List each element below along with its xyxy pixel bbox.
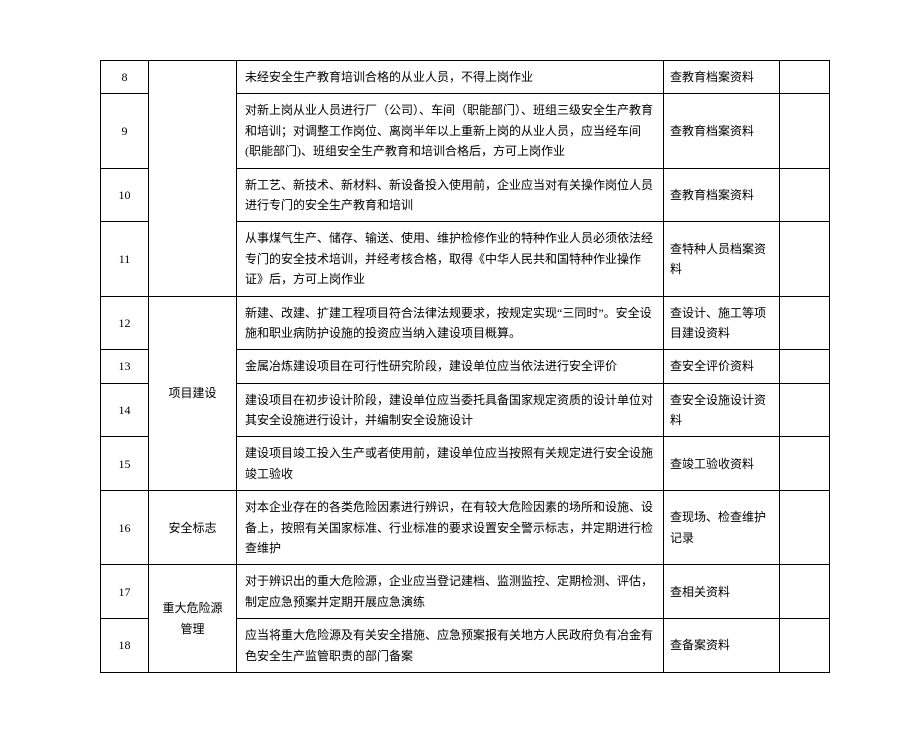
row-check: 查教育档案资料 [664, 61, 780, 94]
table-row: 17 重大危险源管理 对于辨识出的重大危险源，企业应当登记建档、监测监控、定期检… [101, 565, 830, 619]
table-row: 12 项目建设 新建、改建、扩建工程项目符合法律法规要求，按规定实现“三同时”。… [101, 296, 830, 350]
row-number: 14 [101, 383, 149, 437]
row-description: 建设项目在初步设计阶段，建设单位应当委托具备国家规定资质的设计单位对其安全设施进… [237, 383, 664, 437]
row-check: 查设计、施工等项目建设资料 [664, 296, 780, 350]
category-cell-blank [149, 61, 237, 297]
row-number: 9 [101, 94, 149, 168]
row-blank [780, 61, 830, 94]
row-check: 查相关资料 [664, 565, 780, 619]
row-number: 10 [101, 168, 149, 222]
table-row: 8 未经安全生产教育培训合格的从业人员，不得上岗作业 查教育档案资料 [101, 61, 830, 94]
category-cell-project: 项目建设 [149, 296, 237, 491]
row-check: 查现场、检查维护记录 [664, 491, 780, 565]
row-check: 查教育档案资料 [664, 168, 780, 222]
row-number: 18 [101, 619, 149, 673]
row-blank [780, 94, 830, 168]
row-check: 查安全评价资料 [664, 350, 780, 383]
row-number: 11 [101, 222, 149, 296]
row-blank [780, 437, 830, 491]
table-row: 16 安全标志 对本企业存在的各类危险因素进行辨识，在有较大危险因素的场所和设施… [101, 491, 830, 565]
row-check: 查特种人员档案资料 [664, 222, 780, 296]
row-description: 建设项目竣工投入生产或者使用前，建设单位应当按照有关规定进行安全设施竣工验收 [237, 437, 664, 491]
row-description: 对新上岗从业人员进行厂（公司）、车间（职能部门）、班组三级安全生产教育和培训；对… [237, 94, 664, 168]
row-description: 未经安全生产教育培训合格的从业人员，不得上岗作业 [237, 61, 664, 94]
row-description: 对本企业存在的各类危险因素进行辨识，在有较大危险因素的场所和设施、设备上，按照有… [237, 491, 664, 565]
row-blank [780, 565, 830, 619]
row-check: 查竣工验收资料 [664, 437, 780, 491]
row-number: 13 [101, 350, 149, 383]
row-number: 17 [101, 565, 149, 619]
row-number: 12 [101, 296, 149, 350]
row-check: 查安全设施设计资料 [664, 383, 780, 437]
inspection-table: 8 未经安全生产教育培训合格的从业人员，不得上岗作业 查教育档案资料 9 对新上… [100, 60, 830, 673]
row-blank [780, 383, 830, 437]
row-check: 查教育档案资料 [664, 94, 780, 168]
row-number: 15 [101, 437, 149, 491]
row-blank [780, 168, 830, 222]
row-description: 从事煤气生产、储存、输送、使用、维护检修作业的特种作业人员必须依法经专门的安全技… [237, 222, 664, 296]
row-blank [780, 296, 830, 350]
row-blank [780, 491, 830, 565]
category-cell-major-hazard: 重大危险源管理 [149, 565, 237, 673]
category-cell-safety-sign: 安全标志 [149, 491, 237, 565]
row-check: 查备案资料 [664, 619, 780, 673]
row-blank [780, 350, 830, 383]
row-description: 对于辨识出的重大危险源，企业应当登记建档、监测监控、定期检测、评估，制定应急预案… [237, 565, 664, 619]
row-description: 新工艺、新技术、新材料、新设备投入使用前，企业应当对有关操作岗位人员进行专门的安… [237, 168, 664, 222]
row-number: 16 [101, 491, 149, 565]
row-description: 应当将重大危险源及有关安全措施、应急预案报有关地方人民政府负有冶金有色安全生产监… [237, 619, 664, 673]
row-description: 新建、改建、扩建工程项目符合法律法规要求，按规定实现“三同时”。安全设施和职业病… [237, 296, 664, 350]
row-description: 金属冶炼建设项目在可行性研究阶段，建设单位应当依法进行安全评价 [237, 350, 664, 383]
row-blank [780, 619, 830, 673]
row-blank [780, 222, 830, 296]
row-number: 8 [101, 61, 149, 94]
